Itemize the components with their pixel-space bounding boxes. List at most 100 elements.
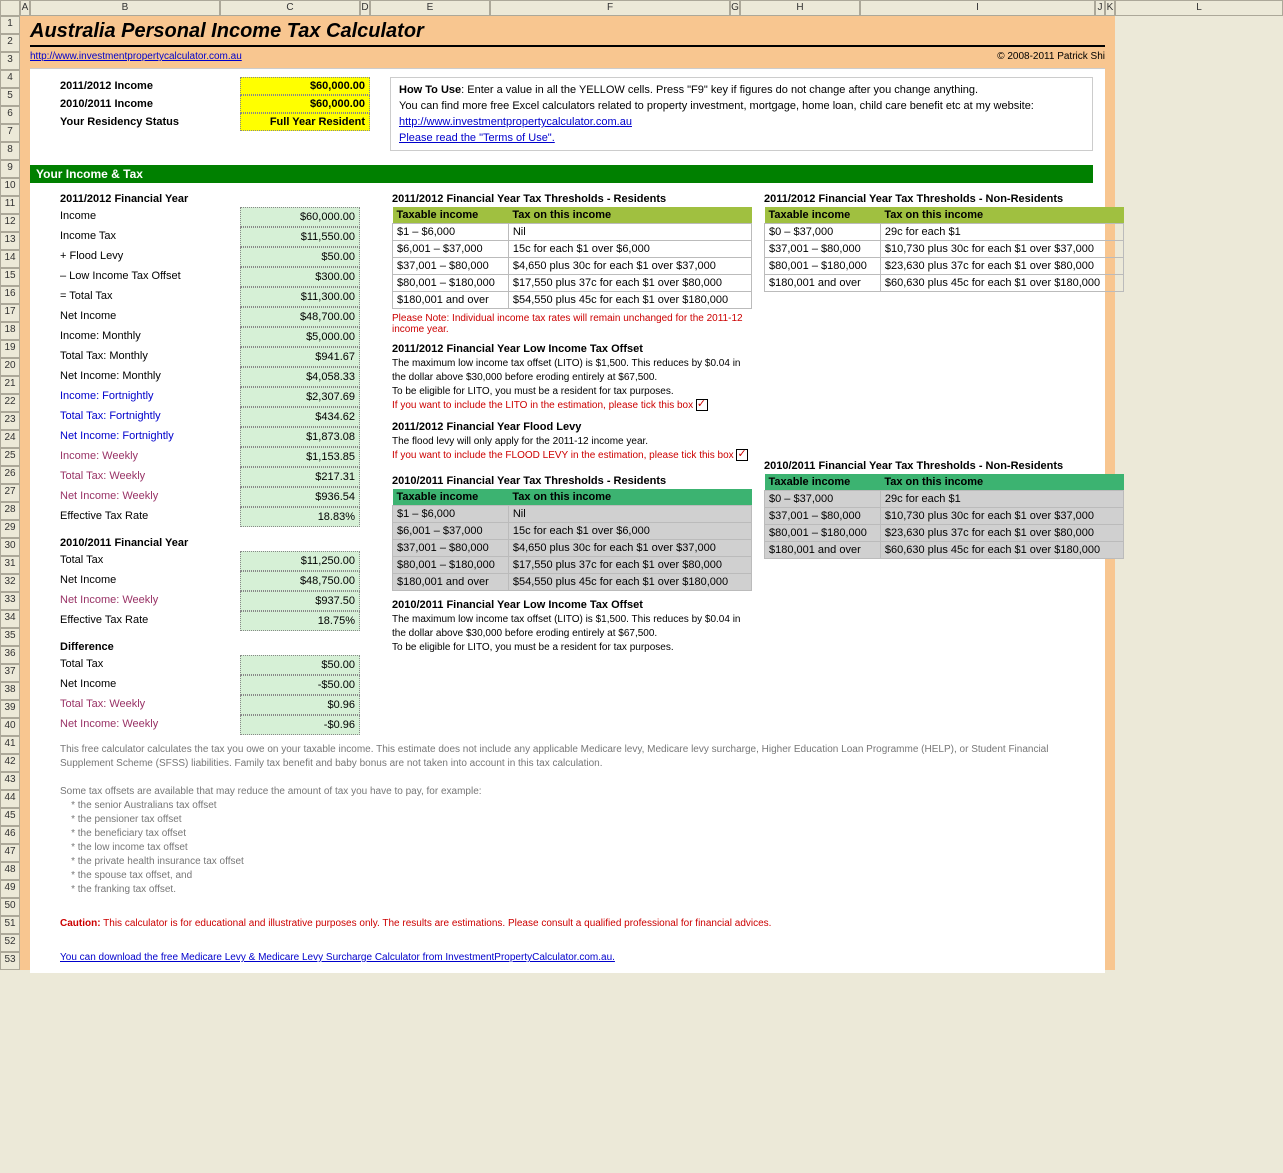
row-header-50[interactable]: 50 (0, 898, 20, 916)
col-header-C[interactable]: C (220, 0, 360, 16)
row-header-41[interactable]: 41 (0, 736, 20, 754)
row-header-21[interactable]: 21 (0, 376, 20, 394)
col-header-L[interactable]: L (1115, 0, 1283, 16)
col-header-B[interactable]: B (30, 0, 220, 16)
row-header-33[interactable]: 33 (0, 592, 20, 610)
col-header-D[interactable]: D (360, 0, 370, 16)
row-header-18[interactable]: 18 (0, 322, 20, 340)
residency-input[interactable]: Full Year Resident (240, 113, 370, 131)
calc-value: $936.54 (240, 487, 360, 507)
col-header-I[interactable]: I (860, 0, 1095, 16)
caution-label: Caution: (60, 918, 101, 929)
table-cell: Nil (508, 224, 751, 241)
row-header-1[interactable]: 1 (0, 16, 20, 34)
row-header-38[interactable]: 38 (0, 682, 20, 700)
spreadsheet-grid: Australia Personal Income Tax Calculator… (0, 0, 1283, 970)
row-header-44[interactable]: 44 (0, 790, 20, 808)
row-header-6[interactable]: 6 (0, 106, 20, 124)
row-header-22[interactable]: 22 (0, 394, 20, 412)
row-header-46[interactable]: 46 (0, 826, 20, 844)
row-header-9[interactable]: 9 (0, 160, 20, 178)
row-header-49[interactable]: 49 (0, 880, 20, 898)
row-header-47[interactable]: 47 (0, 844, 20, 862)
table-cell: $1 – $6,000 (393, 506, 509, 523)
row-header-26[interactable]: 26 (0, 466, 20, 484)
row-header-24[interactable]: 24 (0, 430, 20, 448)
title-rule (30, 45, 1105, 47)
table-cell: $180,001 and over (393, 292, 509, 309)
corner-cell[interactable] (0, 0, 20, 16)
row-header-32[interactable]: 32 (0, 574, 20, 592)
row-header-11[interactable]: 11 (0, 196, 20, 214)
row-header-36[interactable]: 36 (0, 646, 20, 664)
row-header-10[interactable]: 10 (0, 178, 20, 196)
income-2011-input[interactable]: $60,000.00 (240, 95, 370, 113)
row-header-13[interactable]: 13 (0, 232, 20, 250)
table-cell: $80,001 – $180,000 (393, 557, 509, 574)
row-header-53[interactable]: 53 (0, 952, 20, 970)
howto-link-2[interactable]: Please read the "Terms of Use". (399, 132, 555, 144)
row-header-35[interactable]: 35 (0, 628, 20, 646)
calc-value: $937.50 (240, 591, 360, 611)
row-header-25[interactable]: 25 (0, 448, 20, 466)
row-header-17[interactable]: 17 (0, 304, 20, 322)
calc-value: $11,550.00 (240, 227, 360, 247)
col-header-A[interactable]: A (20, 0, 30, 16)
row-header-42[interactable]: 42 (0, 754, 20, 772)
row-header-3[interactable]: 3 (0, 52, 20, 70)
row-header-28[interactable]: 28 (0, 502, 20, 520)
col-header-G[interactable]: G (730, 0, 740, 16)
calc-value: $5,000.00 (240, 327, 360, 347)
row-header-37[interactable]: 37 (0, 664, 20, 682)
row-header-2[interactable]: 2 (0, 34, 20, 52)
source-link[interactable]: http://www.investmentpropertycalculator.… (30, 51, 242, 62)
calc-value: $0.96 (240, 695, 360, 715)
row-header-27[interactable]: 27 (0, 484, 20, 502)
row-header-5[interactable]: 5 (0, 88, 20, 106)
table-cell: 29c for each $1 (880, 491, 1123, 508)
row-header-23[interactable]: 23 (0, 412, 20, 430)
calc-value: $2,307.69 (240, 387, 360, 407)
row-header-7[interactable]: 7 (0, 124, 20, 142)
download-link[interactable]: You can download the free Medicare Levy … (60, 952, 615, 963)
row-header-51[interactable]: 51 (0, 916, 20, 934)
row-header-52[interactable]: 52 (0, 934, 20, 952)
row-header-8[interactable]: 8 (0, 142, 20, 160)
flood-title: 2011/2012 Financial Year Flood Levy (392, 421, 752, 433)
row-header-39[interactable]: 39 (0, 700, 20, 718)
offset-item: * the spouse tax offset, and (60, 869, 1093, 883)
row-header-34[interactable]: 34 (0, 610, 20, 628)
row-header-40[interactable]: 40 (0, 718, 20, 736)
row-header-30[interactable]: 30 (0, 538, 20, 556)
row-header-48[interactable]: 48 (0, 862, 20, 880)
row-header-31[interactable]: 31 (0, 556, 20, 574)
row-header-4[interactable]: 4 (0, 70, 20, 88)
calc-value: $1,873.08 (240, 427, 360, 447)
flood-checkbox[interactable] (736, 449, 748, 461)
row-header-12[interactable]: 12 (0, 214, 20, 232)
col-header-K[interactable]: K (1105, 0, 1115, 16)
table-cell: $37,001 – $80,000 (765, 241, 881, 258)
thr-2012-res-title: 2011/2012 Financial Year Tax Thresholds … (392, 193, 752, 205)
row-header-15[interactable]: 15 (0, 268, 20, 286)
row-header-14[interactable]: 14 (0, 250, 20, 268)
page-background: Australia Personal Income Tax Calculator… (20, 16, 1115, 970)
table-cell: $180,001 and over (765, 275, 881, 292)
col-header-H[interactable]: H (740, 0, 860, 16)
calc-value: 18.75% (240, 611, 360, 631)
lito-checkbox[interactable] (696, 399, 708, 411)
thr-2011-res-title: 2010/2011 Financial Year Tax Thresholds … (392, 475, 752, 487)
howto-link-1[interactable]: http://www.investmentpropertycalculator.… (399, 116, 632, 128)
col-header-J[interactable]: J (1095, 0, 1105, 16)
row-header-43[interactable]: 43 (0, 772, 20, 790)
col-header-F[interactable]: F (490, 0, 730, 16)
row-header-16[interactable]: 16 (0, 286, 20, 304)
copyright-text: © 2008-2011 Patrick Shi (997, 51, 1105, 62)
col-header-E[interactable]: E (370, 0, 490, 16)
row-header-19[interactable]: 19 (0, 340, 20, 358)
income-2012-input[interactable]: $60,000.00 (240, 77, 370, 95)
row-header-20[interactable]: 20 (0, 358, 20, 376)
offset-item: * the senior Australians tax offset (60, 799, 1093, 813)
row-header-29[interactable]: 29 (0, 520, 20, 538)
row-header-45[interactable]: 45 (0, 808, 20, 826)
